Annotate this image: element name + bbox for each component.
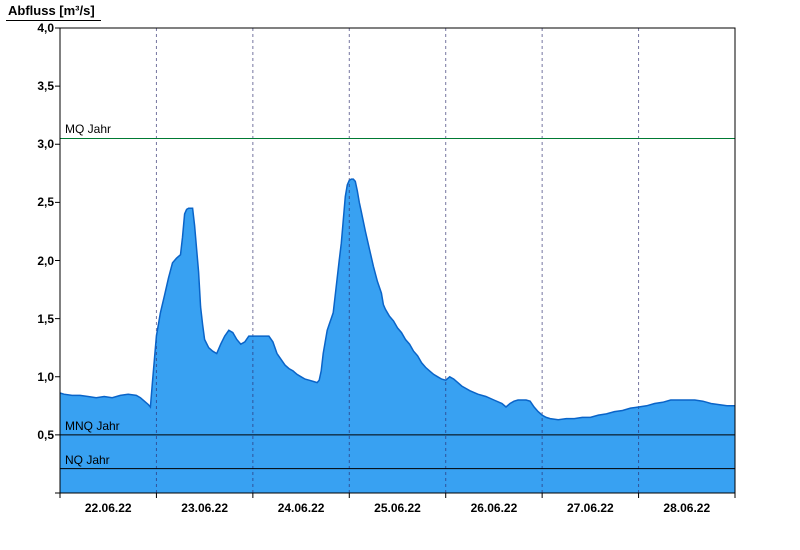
y-tick-label: 0,5 [37,427,54,442]
y-tick-label: 1,5 [37,311,54,326]
y-tick-label: 3,0 [37,137,54,152]
y-tick-label: 2,0 [37,253,54,268]
chart-title: Abfluss [m³/s] [6,3,101,21]
y-tick-label: 1,0 [37,369,54,384]
x-tick-label: 26.06.22 [470,501,518,515]
y-tick-label: 2,5 [37,195,54,210]
y-tick-label: 3,5 [37,79,54,94]
x-tick-label: 25.06.22 [374,501,421,515]
x-tick-label: 24.06.22 [277,501,325,515]
y-tick-label: 4,0 [37,21,54,35]
ref-line-label-mq-jahr: MQ Jahr [65,122,112,137]
x-tick-label: 22.06.22 [84,501,132,515]
x-tick-label: 28.06.22 [663,501,711,515]
ref-line-label-mnq-jahr: MNQ Jahr [65,418,120,433]
x-tick-label: 23.06.22 [181,501,228,515]
ref-line-label-nq-jahr: NQ Jahr [65,452,110,467]
x-tick-label: 27.06.22 [566,501,614,515]
